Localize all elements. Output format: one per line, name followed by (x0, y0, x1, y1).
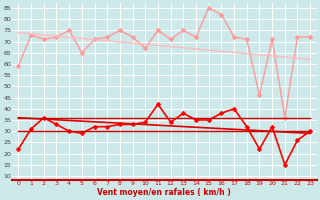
X-axis label: Vent moyen/en rafales ( km/h ): Vent moyen/en rafales ( km/h ) (97, 188, 231, 197)
